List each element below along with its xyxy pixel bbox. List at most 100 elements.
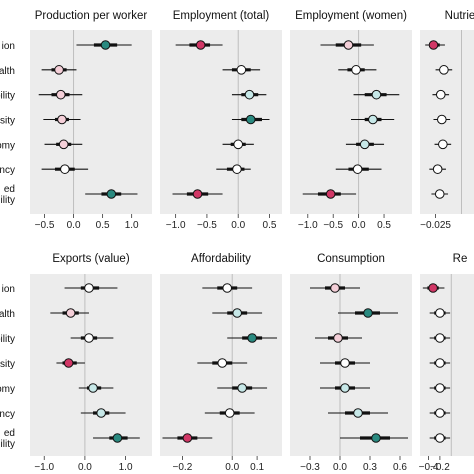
x-tick-label: 0.0 (352, 220, 366, 231)
point-estimate (232, 164, 242, 174)
point-estimate (54, 65, 64, 75)
point-estimate (195, 40, 206, 50)
point-estimate (330, 283, 340, 293)
panel-5: Exports (value) −1.0 0.0 1.0 ion alth ability s… (0, 253, 152, 473)
row-label-line: ility (1, 195, 15, 206)
panel-background (290, 30, 412, 214)
point-estimate (368, 114, 378, 125)
x-tick-label: 0.0 (67, 220, 81, 231)
row-label: alth (0, 309, 15, 320)
panel-8: Re −0.4−0.2 (419, 253, 474, 473)
point-estimate (100, 40, 111, 50)
x-tick-label: 0.0 (231, 220, 245, 231)
x-tick-label: −0.5 (323, 220, 343, 231)
panel-title: Employment (total) (173, 10, 270, 22)
x-tick-label: 0.0 (333, 462, 347, 473)
point-estimate (340, 383, 350, 393)
row-label: ed ility (1, 428, 15, 450)
panel-6: Affordability −0.2 0.0 0.1 (160, 253, 282, 473)
point-estimate (222, 283, 233, 293)
row-label: ed ility (1, 184, 15, 206)
point-estimate (434, 189, 445, 199)
panel-title: Re (453, 253, 468, 265)
point-estimate (340, 358, 350, 368)
point-estimate (245, 114, 256, 125)
x-tick-label: 0.1 (250, 462, 264, 473)
panel-background (30, 274, 152, 456)
panel-title: Exports (value) (52, 253, 130, 265)
point-estimate (438, 139, 448, 150)
x-tick-label: −0.025 (420, 220, 451, 231)
row-label-line: ed (4, 428, 15, 439)
panel-2: Employment (total) −1.0 −0.5 0.0 0.5 (160, 10, 282, 231)
panel-background (160, 30, 282, 214)
point-estimate (353, 408, 363, 418)
point-estimate (352, 164, 363, 174)
point-estimate (192, 189, 203, 199)
panel-background (30, 30, 152, 214)
point-estimate (224, 408, 235, 418)
point-estimate (57, 114, 67, 125)
x-tick-label: −0.5 (35, 220, 55, 231)
point-estimate (428, 40, 439, 50)
x-tick-label: 0.5 (377, 220, 391, 231)
point-estimate (435, 89, 446, 100)
panel-title: Nutrie (445, 10, 474, 22)
point-estimate (233, 139, 244, 150)
panel-background (290, 274, 412, 456)
panel-background (420, 30, 474, 214)
point-estimate (428, 283, 438, 293)
point-estimate (63, 358, 74, 368)
x-tick-label: 0.5 (96, 220, 110, 231)
row-label: ion (2, 284, 15, 295)
row-label: alth (0, 66, 15, 77)
point-estimate (236, 65, 247, 75)
point-estimate (435, 408, 445, 418)
panel-title: Employment (women) (295, 10, 407, 22)
row-label: ability (0, 334, 15, 345)
panel-4: Nutrie −0.025 (420, 10, 474, 231)
row-label: ency (0, 165, 15, 176)
point-estimate (58, 139, 69, 150)
x-tick-label: 0.0 (78, 462, 92, 473)
point-estimate (435, 433, 445, 443)
x-tick-label: 1.0 (125, 220, 139, 231)
x-tick-label: −1.0 (34, 462, 54, 473)
point-estimate (439, 65, 449, 75)
point-estimate (84, 283, 94, 293)
figure-root: Production per worker −0.5 0.0 0.5 1.0 ion alt… (0, 10, 474, 473)
point-estimate (60, 164, 70, 174)
x-tick-label: 1.0 (119, 462, 133, 473)
panel-7: Consumption −0.3 0.0 0.3 0.6 (290, 253, 412, 473)
point-estimate (432, 164, 443, 174)
point-estimate (435, 383, 445, 393)
x-tick-label: −0.4 (419, 462, 439, 473)
panel-title: Consumption (317, 253, 385, 265)
point-estimate (435, 333, 445, 343)
panel-title: Production per worker (35, 10, 148, 22)
point-estimate (96, 408, 106, 418)
point-estimate (232, 308, 242, 318)
x-tick-label: −0.2 (173, 462, 193, 473)
panel-background (420, 274, 474, 456)
x-tick-label: −1.0 (298, 220, 318, 231)
x-tick-label: −0.2 (430, 462, 450, 473)
row-label: omy (0, 140, 15, 151)
point-estimate (371, 89, 382, 100)
row-label: sity (0, 116, 15, 127)
point-estimate (106, 189, 117, 199)
point-estimate (333, 333, 343, 343)
point-estimate (371, 433, 381, 443)
x-tick-label: −0.3 (300, 462, 320, 473)
row-label: ency (0, 409, 15, 420)
row-label: omy (0, 384, 15, 395)
point-estimate (435, 358, 445, 368)
row-label-line: ility (1, 439, 15, 450)
point-estimate (84, 333, 94, 343)
point-estimate (65, 308, 76, 318)
point-estimate (182, 433, 193, 443)
point-estimate (237, 383, 247, 393)
x-tick-label: −1.0 (166, 220, 186, 231)
point-estimate (363, 308, 373, 318)
